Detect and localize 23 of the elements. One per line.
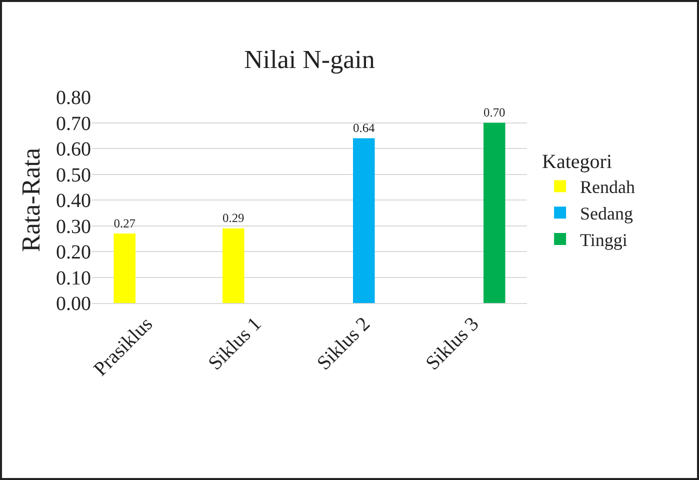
bar — [222, 228, 244, 303]
y-tick-label: 0.20 — [56, 242, 91, 264]
y-tick-label: 0.50 — [56, 164, 91, 186]
legend-label: Tinggi — [580, 230, 628, 250]
y-tick-label: 0.30 — [56, 216, 91, 238]
y-tick-label: 0.60 — [56, 138, 91, 160]
legend-label: Sedang — [580, 204, 634, 224]
data-label: 0.29 — [222, 211, 244, 226]
legend-title: Kategori — [542, 151, 612, 173]
y-tick-label: 0.10 — [56, 267, 91, 290]
bar — [114, 233, 136, 303]
y-axis-title: Rata-Rata — [16, 148, 46, 252]
y-tick-label: 0.80 — [56, 87, 91, 109]
y-tick-label: 0.00 — [56, 293, 91, 315]
bar — [353, 138, 375, 303]
data-label: 0.70 — [484, 106, 506, 120]
y-tick-label: 0.40 — [56, 190, 91, 212]
data-label: 0.64 — [353, 121, 376, 136]
chart-title: Nilai N-gain — [244, 44, 375, 74]
bar — [484, 122, 506, 303]
data-label: 0.27 — [114, 216, 136, 230]
y-tick-label: 0.70 — [56, 112, 91, 135]
legend-label: Rendah — [580, 177, 636, 198]
